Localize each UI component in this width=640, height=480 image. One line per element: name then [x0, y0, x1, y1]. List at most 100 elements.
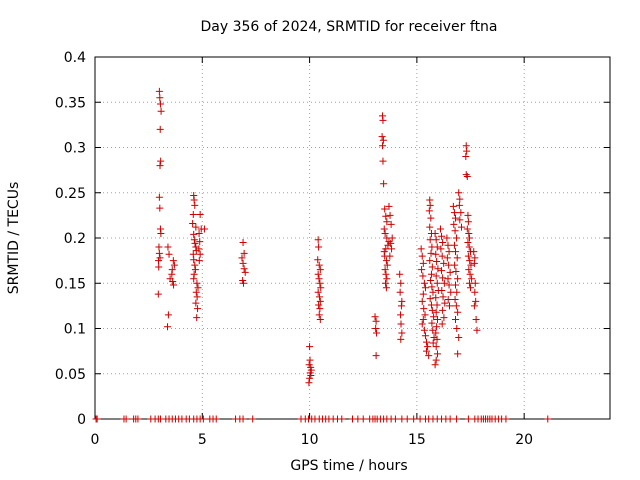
data-point [433, 279, 441, 287]
data-point [398, 329, 406, 337]
data-point [462, 171, 470, 179]
data-point [441, 299, 449, 307]
data-points [92, 87, 552, 423]
data-point [190, 275, 198, 283]
y-tick-label: 0.2 [64, 231, 86, 247]
data-point [382, 270, 390, 278]
data-point [154, 290, 162, 298]
data-point [316, 315, 324, 323]
data-point [467, 261, 475, 269]
data-point [385, 238, 393, 246]
data-point [195, 229, 203, 237]
data-point [196, 250, 204, 258]
data-point [378, 133, 386, 141]
data-point [433, 323, 441, 331]
data-point [397, 320, 405, 328]
data-point [315, 261, 323, 269]
data-point [427, 214, 435, 222]
data-point [455, 201, 463, 209]
data-point [472, 297, 480, 305]
data-point [168, 270, 176, 278]
data-point [381, 229, 389, 237]
data-point [428, 319, 436, 327]
data-point [427, 270, 435, 278]
data-point [196, 210, 204, 218]
data-point [439, 306, 447, 314]
data-point [438, 267, 446, 275]
data-point [192, 288, 200, 296]
data-point [440, 259, 448, 267]
data-point [453, 254, 461, 262]
data-point [396, 270, 404, 278]
data-point [544, 415, 552, 423]
data-point [464, 415, 472, 423]
data-point [418, 252, 426, 260]
data-point [240, 265, 248, 273]
data-point [170, 281, 178, 289]
data-point [194, 305, 202, 313]
data-point [372, 352, 380, 360]
data-point [449, 202, 457, 210]
data-point [433, 301, 441, 309]
data-point [464, 239, 472, 247]
data-point [421, 311, 429, 319]
data-point [454, 308, 462, 316]
data-point [465, 229, 473, 237]
data-point [453, 234, 461, 242]
data-point [315, 301, 323, 309]
data-point [316, 266, 324, 274]
data-point [156, 204, 164, 212]
data-point [239, 239, 247, 247]
data-point [454, 350, 462, 358]
data-point [426, 201, 434, 209]
x-tick-label: 0 [91, 432, 100, 448]
data-point [379, 157, 387, 165]
x-tick-label: 5 [198, 432, 207, 448]
data-point [397, 302, 405, 310]
data-point [379, 142, 387, 150]
data-point [396, 288, 404, 296]
data-point [192, 299, 200, 307]
data-point [383, 218, 391, 226]
data-point [379, 136, 387, 144]
data-point [397, 311, 405, 319]
data-point [433, 350, 441, 358]
data-point [462, 153, 470, 161]
data-point [431, 229, 439, 237]
data-point [429, 288, 437, 296]
data-point [155, 87, 163, 95]
data-point [316, 297, 324, 305]
data-point [316, 279, 324, 287]
data-point [388, 245, 396, 253]
data-point [190, 236, 198, 244]
data-point [191, 201, 199, 209]
data-point [463, 147, 471, 155]
data-point [452, 302, 460, 310]
plot-frame [94, 56, 611, 420]
data-point [450, 241, 458, 249]
data-point [383, 261, 391, 269]
data-point [157, 229, 165, 237]
data-point [241, 268, 249, 276]
data-point [372, 325, 380, 332]
data-point [439, 239, 447, 247]
data-point [397, 279, 405, 287]
data-point [419, 259, 427, 267]
data-point [418, 266, 426, 274]
data-point [164, 323, 172, 331]
x-tick-label: 15 [408, 432, 426, 448]
data-point [306, 374, 314, 382]
data-point [421, 284, 429, 292]
data-point [432, 308, 440, 316]
data-point [456, 216, 464, 224]
data-point [239, 259, 247, 267]
data-point [157, 107, 165, 115]
data-point [190, 196, 198, 204]
data-point [458, 223, 466, 231]
data-point [155, 263, 163, 271]
data-point [470, 259, 478, 267]
data-point [193, 314, 201, 322]
data-point [421, 332, 429, 340]
data-point [443, 254, 451, 262]
data-point [238, 254, 246, 262]
